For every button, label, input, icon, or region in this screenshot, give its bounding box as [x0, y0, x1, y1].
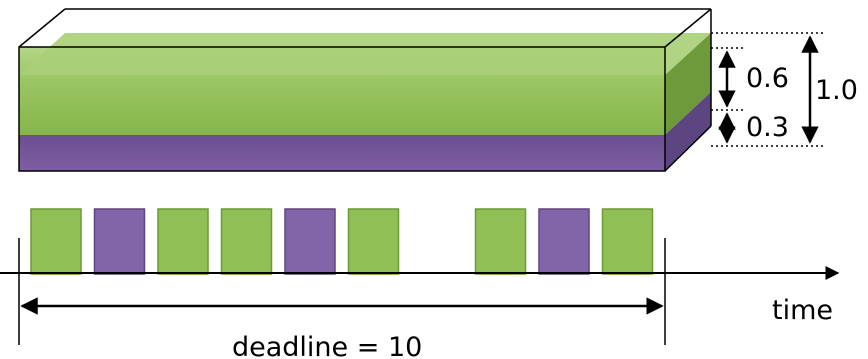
task-slot-green	[157, 208, 209, 275]
dimension-lines	[711, 32, 826, 147]
box-purple-front	[19, 135, 665, 171]
task-slot-green	[601, 208, 654, 275]
task-slots	[30, 208, 654, 275]
capacity-box	[18, 8, 712, 172]
task-slot-purple	[284, 208, 336, 275]
task-slot-green	[30, 208, 82, 275]
label-green-fraction: 0.6	[746, 63, 789, 94]
task-slot-purple	[538, 208, 590, 275]
box-purple-side	[665, 92, 711, 171]
label-purple-fraction: 0.3	[746, 112, 789, 143]
task-slot-green	[347, 208, 400, 275]
box-green-top	[19, 33, 711, 75]
time-label: time	[772, 295, 833, 326]
task-slot-purple	[93, 208, 146, 275]
deadline-marker	[18, 238, 666, 345]
task-slot-green	[220, 208, 273, 275]
dimension-arrows	[718, 35, 819, 144]
deadline-label: deadline = 10	[232, 332, 422, 359]
task-slot-green	[474, 208, 527, 275]
box-green-side	[665, 33, 711, 135]
box-outline	[18, 8, 712, 172]
label-total: 1.0	[815, 75, 858, 106]
